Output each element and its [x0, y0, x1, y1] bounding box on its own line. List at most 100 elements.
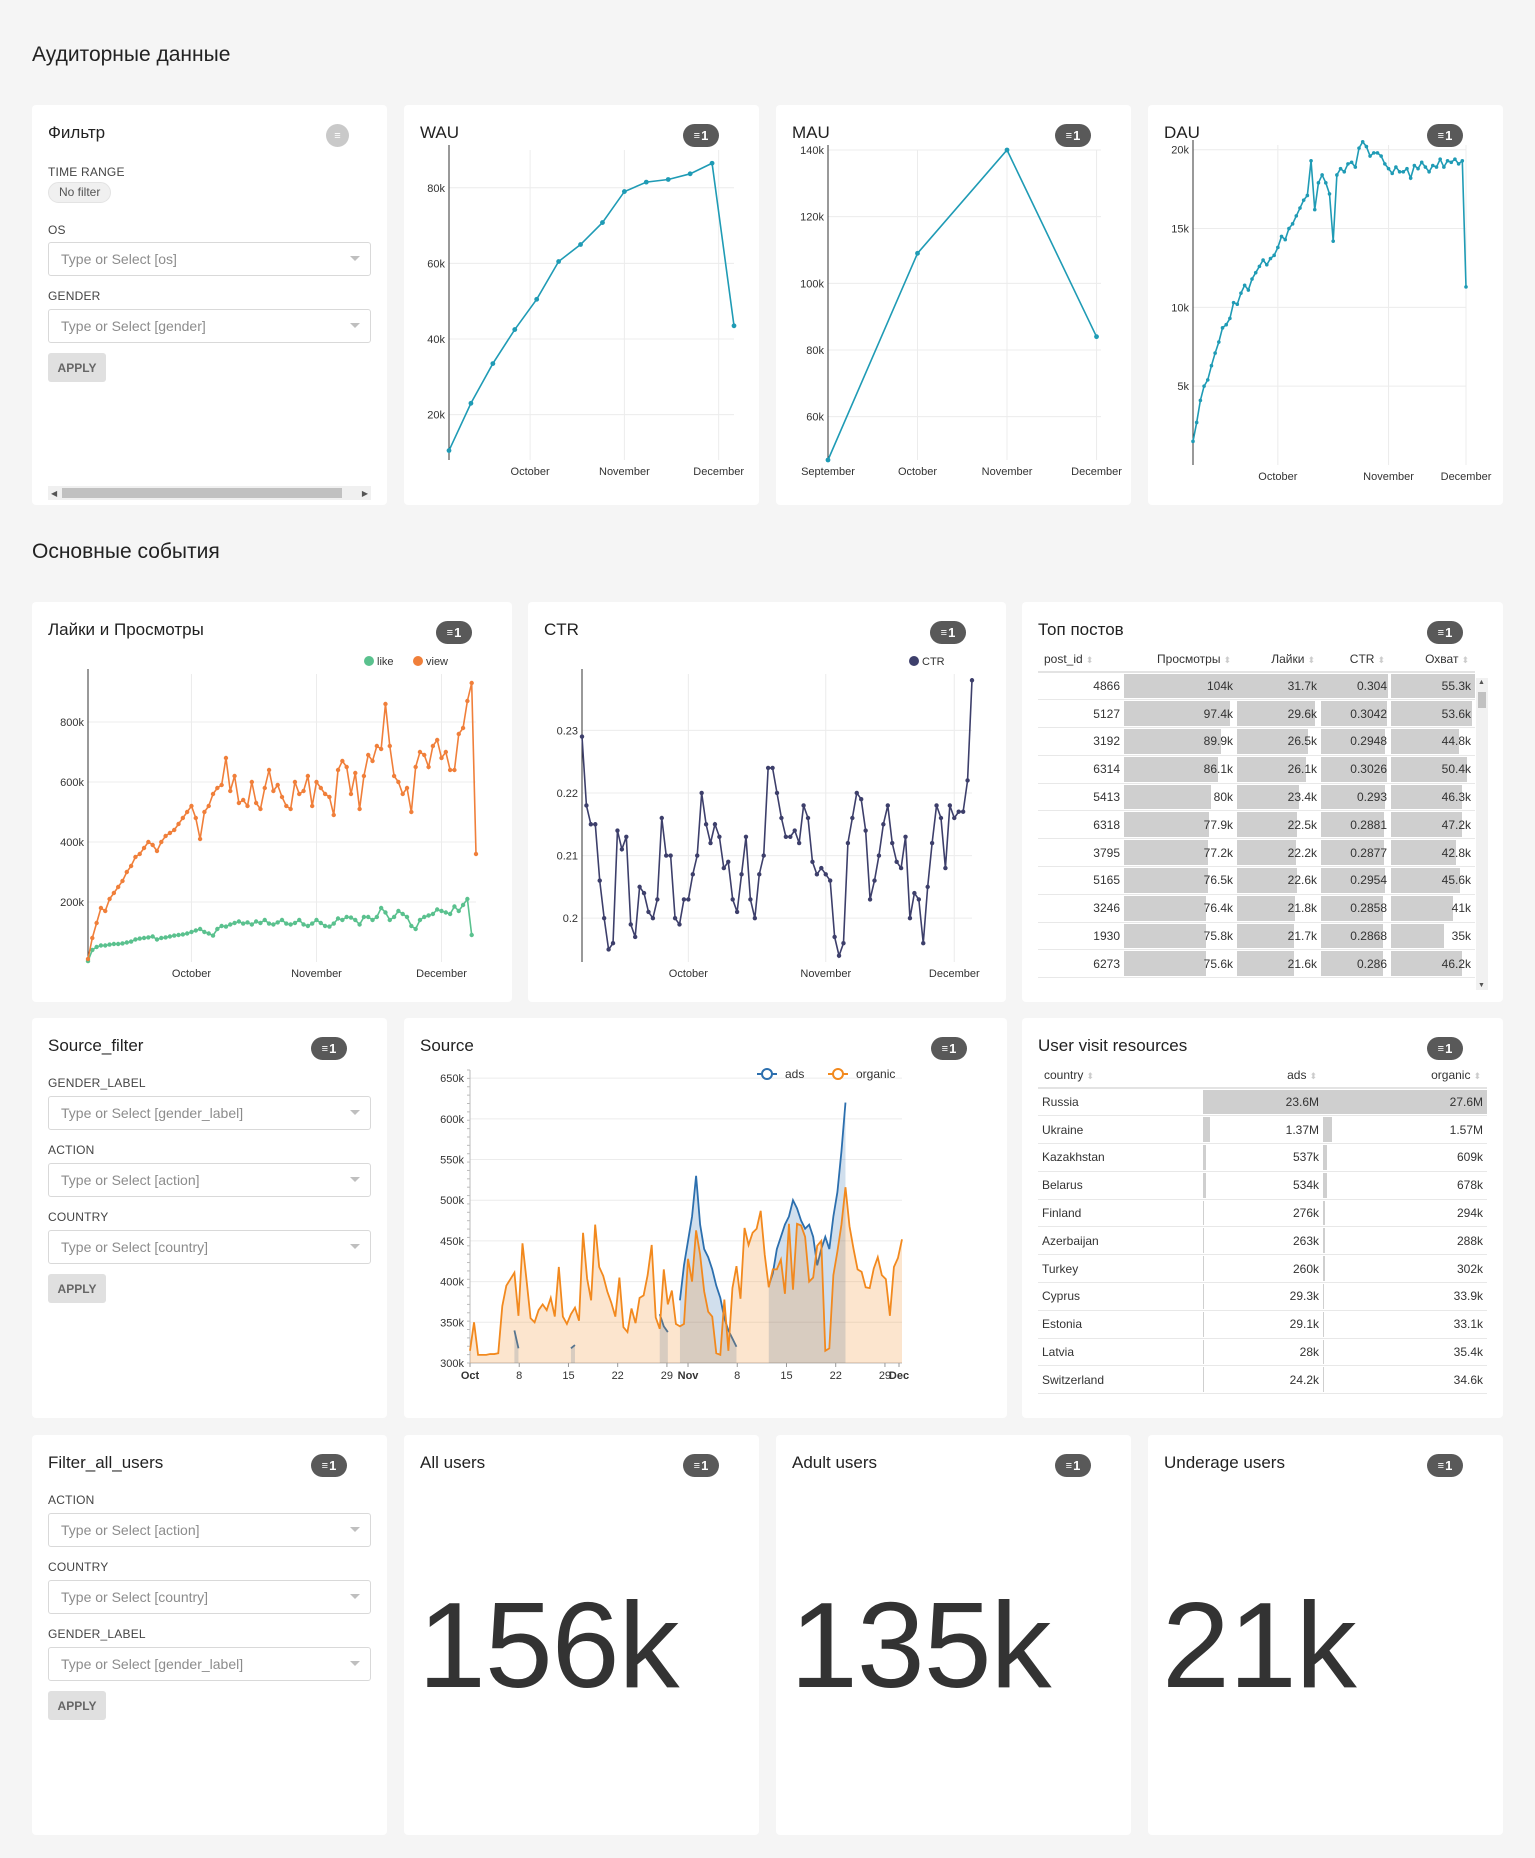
apply-button[interactable]: APPLY	[48, 353, 106, 382]
table-cell: 0.3026	[1321, 755, 1391, 784]
cell-value: 3795	[1093, 845, 1120, 860]
data-point-value	[650, 915, 656, 921]
column-header[interactable]: Охват ⬍	[1391, 646, 1475, 673]
y-tick-label: 80k	[806, 345, 824, 357]
horizontal-scrollbar[interactable]: ◀ ▶	[48, 486, 371, 500]
data-point-like	[322, 923, 328, 929]
filter-badge[interactable]: ≡ 1	[683, 1454, 719, 1477]
scrollbar-thumb[interactable]	[62, 488, 342, 498]
filter-badge[interactable]: ≡ 1	[1055, 124, 1091, 147]
sort-icon[interactable]: ⬍	[1473, 1070, 1481, 1081]
cell-bar	[1203, 1145, 1206, 1170]
gender-label-select[interactable]: Type or Select [gender_label]	[48, 1647, 371, 1681]
adult-users-card: Adult users ≡ 1 135k	[776, 1435, 1131, 1835]
data-point-view	[387, 743, 392, 749]
data-point-view	[180, 815, 186, 821]
gender-label-select[interactable]: Type or Select [gender_label]	[48, 1096, 371, 1130]
filter-badge[interactable]: ≡ 1	[436, 621, 472, 644]
filter-badge[interactable]: ≡ 1	[1427, 124, 1463, 147]
data-point-value	[734, 909, 740, 915]
filter-badge[interactable]: ≡ 1	[311, 1037, 347, 1060]
data-point-value	[1423, 165, 1428, 169]
scroll-down-icon[interactable]: ▼	[1478, 982, 1485, 989]
column-header[interactable]: ads ⬍	[1203, 1062, 1323, 1089]
legend-swatch-ctr	[909, 656, 919, 666]
table-row: 1930 75.8k 21.7k 0.2868 35k	[1038, 922, 1475, 951]
scroll-right-icon[interactable]: ▶	[361, 489, 368, 498]
column-header[interactable]: Просмотры ⬍	[1124, 646, 1237, 673]
gender-select[interactable]: Type or Select [gender]	[48, 309, 371, 343]
country-select[interactable]: Type or Select [country]	[48, 1580, 371, 1614]
cell-bar	[1321, 784, 1385, 810]
table-cell: Estonia	[1038, 1310, 1203, 1339]
filter-badge[interactable]: ≡ 1	[1427, 1037, 1463, 1060]
data-point-view	[456, 731, 461, 737]
sort-icon[interactable]: ⬍	[1086, 1070, 1094, 1081]
legend-label-organic: organic	[856, 1067, 895, 1081]
filter-badge[interactable]: ≡ 1	[311, 1454, 347, 1477]
data-point-value	[600, 220, 605, 225]
filter-badge[interactable]: ≡ 1	[1427, 1454, 1463, 1477]
table-cell: 80k	[1124, 783, 1237, 812]
data-point-value	[827, 878, 833, 883]
mau-title: MAU	[792, 123, 830, 142]
filter-badge[interactable]: ≡ 1	[1055, 1454, 1091, 1477]
data-point-value	[1460, 158, 1465, 163]
data-point-value	[584, 803, 589, 808]
action-select[interactable]: Type or Select [action]	[48, 1163, 371, 1197]
sort-icon[interactable]: ⬍	[1309, 1070, 1317, 1081]
sort-icon[interactable]: ⬍	[1307, 654, 1315, 665]
cell-bar	[1321, 812, 1384, 838]
cell-value: 35k	[1451, 929, 1471, 944]
cell-bar	[1321, 674, 1388, 699]
scrollbar-thumb[interactable]	[1478, 692, 1486, 708]
country-select[interactable]: Type or Select [country]	[48, 1230, 371, 1264]
table-cell: 22.2k	[1237, 838, 1321, 868]
data-point-like	[279, 917, 285, 923]
os-select[interactable]: Type or Select [os]	[48, 242, 371, 276]
sort-icon[interactable]: ⬍	[1377, 654, 1385, 665]
data-point-value	[677, 922, 682, 927]
data-point-mau	[915, 250, 920, 256]
action-select[interactable]: Type or Select [action]	[48, 1513, 371, 1547]
cell-value: 3192	[1093, 734, 1120, 749]
cell-value: 0.2868	[1350, 929, 1387, 944]
column-header[interactable]: post_id ⬍	[1038, 646, 1124, 673]
data-point-value	[619, 847, 625, 852]
badge-count: 1	[1073, 1458, 1081, 1473]
time-range-tag[interactable]: No filter	[48, 182, 112, 203]
data-point-value	[721, 865, 727, 871]
column-header[interactable]: organic ⬍	[1323, 1062, 1487, 1089]
data-point-value	[1290, 222, 1295, 226]
data-point-value	[1453, 157, 1457, 161]
sort-icon[interactable]: ⬍	[1085, 654, 1094, 665]
vertical-scrollbar[interactable]: ▲ ▼	[1476, 678, 1488, 990]
legend-swatch-view	[413, 656, 423, 666]
table-cell: 22.5k	[1237, 810, 1321, 840]
column-header[interactable]: country ⬍	[1038, 1062, 1203, 1089]
column-header[interactable]: Лайки ⬍	[1237, 646, 1321, 673]
chevron-down-icon	[350, 323, 360, 328]
data-point-value	[610, 941, 616, 946]
data-point-view	[357, 806, 362, 812]
dau-card: DAU ≡ 1 5k 10k 15k 20k October November Decembe…	[1148, 105, 1503, 505]
table-cell: 41k	[1391, 894, 1475, 923]
filter-badge[interactable]: ≡ 1	[683, 124, 719, 147]
scroll-up-icon[interactable]: ▲	[1478, 679, 1485, 686]
cell-value: Finland	[1042, 1206, 1082, 1221]
sort-icon[interactable]: ⬍	[1461, 654, 1469, 665]
column-header[interactable]: CTR ⬍	[1321, 646, 1391, 673]
ctr-title: CTR	[544, 620, 579, 639]
data-point-view	[163, 833, 168, 839]
filter-badge[interactable]: ≡ 1	[931, 1037, 967, 1060]
scroll-left-icon[interactable]: ◀	[51, 489, 58, 498]
filter-badge[interactable]: ≡ 1	[930, 621, 966, 644]
series-line-value	[448, 162, 735, 451]
action-label: ACTION	[48, 1143, 95, 1157]
apply-button[interactable]: APPLY	[48, 1274, 106, 1303]
apply-button[interactable]: APPLY	[48, 1691, 106, 1720]
filter-badge[interactable]: ≡ 1	[1427, 621, 1463, 644]
data-point-like	[154, 937, 160, 942]
filter-icon[interactable]: ≡	[326, 124, 349, 147]
sort-icon[interactable]: ⬍	[1223, 654, 1231, 665]
